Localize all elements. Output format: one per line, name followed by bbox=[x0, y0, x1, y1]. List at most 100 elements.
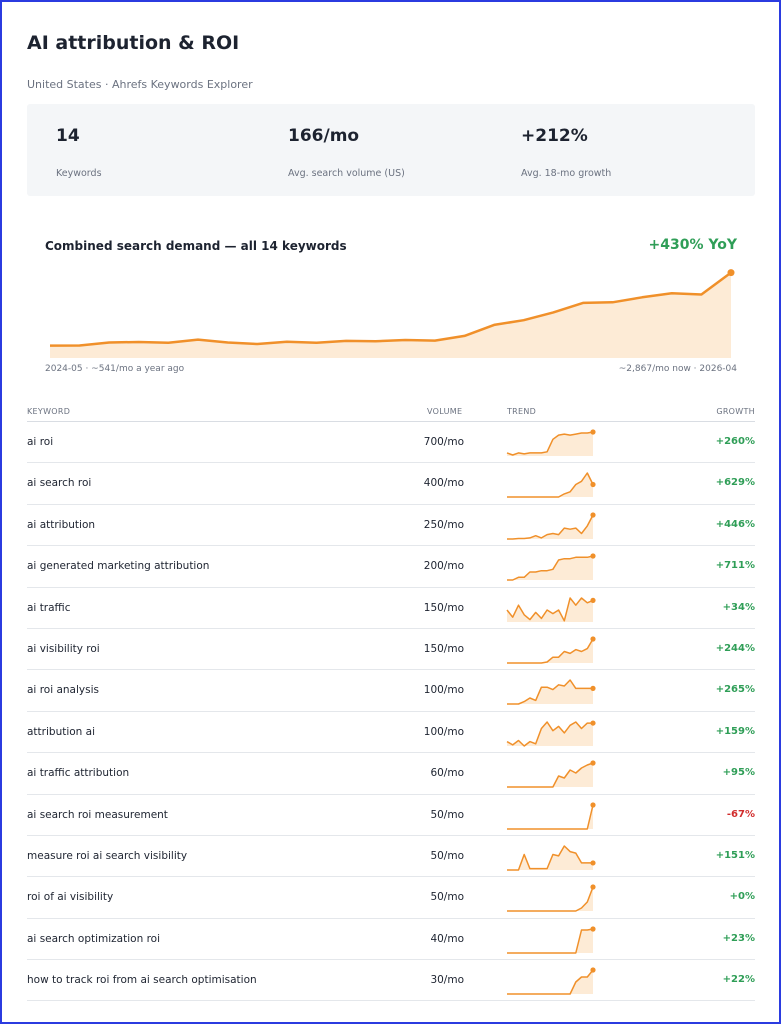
volume-cell: 100/mo bbox=[423, 725, 464, 738]
trend-sparkline bbox=[507, 845, 596, 871]
demand-area bbox=[50, 272, 731, 358]
volume-cell: 250/mo bbox=[423, 518, 464, 531]
chart-end-label: ~2,867/mo now · 2026-04 bbox=[618, 364, 737, 374]
trend-sparkline bbox=[506, 596, 596, 622]
sparkline-area bbox=[507, 763, 593, 788]
volume-cell: 30/mo bbox=[430, 974, 464, 987]
trend-sparkline bbox=[507, 636, 596, 664]
trend-sparkline bbox=[507, 884, 596, 913]
volume-cell: 50/mo bbox=[430, 891, 464, 904]
volume-cell: 60/mo bbox=[430, 767, 464, 780]
keyword-cell[interactable]: ai traffic attribution bbox=[27, 767, 130, 780]
trend-sparkline bbox=[507, 801, 596, 830]
keyword-cell[interactable]: ai search optimization roi bbox=[27, 932, 160, 945]
sparkline-area bbox=[507, 887, 593, 912]
stat-avg-volume-value: 166/mo bbox=[288, 126, 360, 146]
growth-cell: +95% bbox=[722, 767, 755, 779]
table-header: KEYWORD VOLUME TREND GROWTH bbox=[27, 402, 755, 422]
volume-cell: 200/mo bbox=[423, 560, 464, 573]
volume-cell: 150/mo bbox=[423, 601, 464, 614]
keyword-cell[interactable]: ai generated marketing attribution bbox=[27, 560, 210, 573]
sparkline-area bbox=[507, 638, 593, 663]
table-row[interactable]: ai visibility roi 150/mo +244% bbox=[27, 629, 755, 671]
combined-demand-chart bbox=[49, 269, 735, 358]
sparkline-area bbox=[507, 928, 593, 953]
header-keyword[interactable]: KEYWORD bbox=[27, 407, 71, 416]
demand-line bbox=[49, 271, 732, 347]
stat-keywords-value: 14 bbox=[56, 126, 80, 146]
sparkline-latest-point bbox=[590, 686, 596, 692]
stat-avg-growth-value: +212% bbox=[521, 126, 588, 146]
table-row[interactable]: ai generated marketing attribution 200/mo… bbox=[27, 546, 755, 588]
trend-sparkline bbox=[507, 967, 596, 995]
header-trend: TREND bbox=[507, 407, 537, 416]
table-row[interactable]: ai search roi 400/mo +629% bbox=[27, 463, 755, 505]
sparkline-latest-point bbox=[590, 720, 596, 726]
sparkline-area bbox=[507, 514, 593, 539]
keyword-cell[interactable]: ai traffic bbox=[27, 601, 71, 614]
sparkline-line bbox=[507, 845, 593, 871]
growth-cell: +629% bbox=[715, 477, 755, 489]
sparkline-latest-point bbox=[590, 429, 596, 435]
chart-yoy-growth: +430% YoY bbox=[648, 237, 737, 253]
keyword-cell[interactable]: ai roi analysis bbox=[27, 684, 99, 697]
sparkline-line bbox=[507, 555, 594, 581]
table-row[interactable]: ai traffic 150/mo +34% bbox=[27, 588, 755, 629]
keyword-cell[interactable]: measure roi ai search visibility bbox=[27, 849, 188, 862]
sparkline-latest-point bbox=[590, 636, 596, 642]
header-volume[interactable]: VOLUME bbox=[427, 407, 463, 416]
table-row[interactable]: how to track roi from ai search optimisa… bbox=[27, 960, 755, 1002]
table-row[interactable]: ai attribution 250/mo +446% bbox=[27, 505, 755, 547]
sparkline-latest-point bbox=[590, 884, 596, 890]
trend-sparkline bbox=[506, 429, 596, 456]
growth-cell: +151% bbox=[715, 849, 755, 861]
table-row[interactable]: measure roi ai search visibility 50/mo +15… bbox=[27, 836, 755, 878]
volume-cell: 40/mo bbox=[430, 932, 464, 945]
header-growth[interactable]: GROWTH bbox=[716, 407, 755, 416]
table-row[interactable]: ai search optimization roi 40/mo +23% bbox=[27, 919, 755, 961]
table-row[interactable]: roi of ai visibility 50/mo +0% bbox=[27, 877, 755, 919]
page-title: AI attribution & ROI bbox=[27, 32, 240, 54]
keyword-cell[interactable]: attribution ai bbox=[27, 725, 96, 738]
growth-cell: +22% bbox=[722, 974, 755, 986]
keyword-cell[interactable]: ai search roi bbox=[27, 477, 92, 490]
sparkline-latest-point bbox=[590, 760, 596, 766]
sparkline-latest-point bbox=[590, 482, 596, 488]
sparkline-line bbox=[507, 679, 593, 706]
sparkline-line bbox=[506, 431, 594, 456]
growth-cell: +265% bbox=[715, 684, 755, 696]
demand-latest-point[interactable] bbox=[727, 269, 735, 277]
table-row[interactable]: attribution ai 100/mo +159% bbox=[27, 712, 755, 754]
sparkline-latest-point bbox=[590, 553, 596, 559]
keyword-cell[interactable]: ai roi bbox=[27, 436, 54, 448]
keyword-cell[interactable]: roi of ai visibility bbox=[27, 891, 114, 904]
table-row[interactable]: ai roi 700/mo +260% bbox=[27, 422, 755, 464]
trend-sparkline bbox=[507, 926, 596, 954]
growth-cell: +244% bbox=[715, 642, 755, 654]
stats-panel: 14 Keywords 166/mo Avg. search volume (U… bbox=[27, 104, 755, 196]
sparkline-latest-point bbox=[590, 597, 596, 603]
sparkline-area bbox=[507, 680, 593, 705]
growth-cell: +159% bbox=[715, 725, 755, 737]
table-row[interactable]: ai search roi measurement 50/mo -67% bbox=[27, 795, 755, 836]
sparkline-area bbox=[507, 473, 593, 498]
sparkline-latest-point bbox=[590, 967, 596, 973]
growth-cell: -67% bbox=[726, 808, 755, 820]
sparkline-line bbox=[507, 927, 594, 954]
sparkline-area bbox=[507, 432, 593, 456]
stat-keywords-label: Keywords bbox=[56, 168, 102, 179]
volume-cell: 700/mo bbox=[423, 436, 464, 448]
sparkline-latest-point bbox=[590, 801, 596, 808]
trend-sparkline bbox=[507, 472, 596, 499]
table-row[interactable]: ai roi analysis 100/mo +265% bbox=[27, 670, 755, 712]
chart-start-label: 2024-05 · ~541/mo a year ago bbox=[45, 364, 185, 374]
keyword-cell[interactable]: ai attribution bbox=[27, 518, 96, 531]
table-row[interactable]: ai traffic attribution 60/mo +95% bbox=[27, 753, 755, 795]
keyword-cell[interactable]: ai visibility roi bbox=[27, 642, 100, 655]
sparkline-area bbox=[507, 804, 593, 829]
keyword-cell[interactable]: how to track roi from ai search optimisa… bbox=[27, 974, 257, 987]
growth-cell: +34% bbox=[722, 601, 755, 613]
volume-cell: 50/mo bbox=[430, 849, 464, 862]
keyword-cell[interactable]: ai search roi measurement bbox=[27, 808, 168, 821]
